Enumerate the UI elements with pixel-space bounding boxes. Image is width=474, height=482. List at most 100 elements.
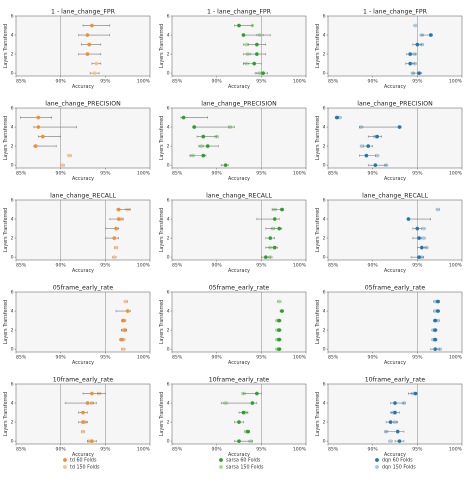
data-point: [67, 153, 72, 158]
data-point: [277, 328, 282, 332]
legend-label: td 150 Folds: [70, 465, 100, 471]
panel-title: 05frame_early_rate: [365, 285, 426, 292]
x-axis-label: Accuracy: [72, 176, 94, 182]
panel-2: 1 - lane_change_FPR 85% 90% 95% 100% 0 2 4 6 Accu…: [159, 9, 307, 91]
x-tick-label: 100%: [137, 446, 151, 452]
data-point: [277, 299, 282, 304]
panel-title: 10frame_early_rate: [53, 377, 114, 384]
x-tick-label: 85%: [172, 354, 183, 360]
legend-label: td 60 Folds: [70, 458, 97, 464]
data-point: [40, 134, 45, 139]
y-tick-label: 0: [323, 255, 326, 261]
series-60-folds: [334, 115, 402, 167]
y-tick-label: 0: [11, 347, 14, 353]
data-point: [415, 42, 420, 47]
legend-marker: [63, 465, 67, 469]
x-tick-label: 95%: [100, 354, 111, 360]
x-axis-label: Accuracy: [72, 360, 94, 366]
y-tick-label: 0: [167, 255, 170, 261]
x-axis-label: Accuracy: [228, 360, 250, 366]
data-point: [237, 439, 241, 443]
panel-13: 10frame_early_rate 85% 90% 95% 100% 0 2 4 6 Accur…: [3, 377, 151, 459]
y-tick-label: 0: [167, 71, 170, 77]
legend-marker: [219, 458, 223, 462]
data-point: [81, 429, 85, 434]
panel-title: lane_change_PRECISION: [45, 101, 121, 108]
legend-marker: [375, 458, 379, 462]
data-point: [436, 309, 440, 313]
x-tick-label: 95%: [100, 170, 111, 176]
data-point: [201, 153, 206, 158]
series-60-folds: [20, 115, 77, 148]
panel-8: lane_change_RECALL 85% 90% 95% 100% 0 2 4 6 Accur…: [159, 193, 307, 275]
x-tick-label: 100%: [449, 354, 463, 360]
y-tick-label: 2: [11, 144, 14, 150]
series-60-folds: [115, 309, 131, 342]
x-tick-label: 100%: [137, 170, 151, 176]
x-tick-label: 85%: [328, 354, 339, 360]
x-tick-label: 85%: [16, 170, 27, 176]
x-axis-label: Accuracy: [384, 268, 406, 274]
x-tick-label: 95%: [256, 354, 267, 360]
data-point: [81, 420, 85, 424]
y-axis-label: Layers Transferred: [315, 392, 321, 436]
data-point: [413, 391, 418, 396]
series-60-folds: [277, 309, 284, 351]
y-tick-label: 6: [11, 198, 14, 204]
y-tick-label: 2: [167, 420, 170, 426]
y-tick-label: 6: [323, 382, 326, 388]
y-tick-label: 4: [323, 217, 326, 223]
data-point: [112, 236, 117, 240]
series-60-folds: [405, 33, 433, 75]
series-150-folds: [60, 153, 72, 167]
series-60-folds: [105, 207, 131, 240]
y-tick-label: 4: [11, 309, 14, 315]
y-tick-label: 4: [167, 125, 170, 131]
data-point: [406, 217, 411, 221]
plot-area: [171, 199, 307, 261]
data-point: [433, 328, 438, 332]
plot-area: [327, 107, 463, 169]
x-tick-label: 95%: [100, 446, 111, 452]
y-tick-label: 4: [11, 125, 14, 131]
x-tick-label: 100%: [449, 446, 463, 452]
y-axis-label: Layers Transferred: [159, 300, 165, 344]
panel-3: 1 - lane_change_FPR 85% 90% 95% 100% 0 2 4 6 Accu…: [315, 9, 463, 91]
legend-label: sarsa 150 Folds: [226, 465, 264, 471]
data-point: [85, 33, 90, 37]
x-tick-label: 90%: [368, 78, 379, 84]
series-150-folds: [419, 207, 440, 259]
data-point: [119, 337, 124, 342]
x-tick-label: 95%: [100, 78, 111, 84]
data-point: [408, 52, 413, 56]
series-60-folds: [180, 115, 235, 167]
data-point: [60, 163, 65, 167]
data-point: [272, 217, 277, 221]
data-point: [366, 144, 371, 148]
x-tick-label: 85%: [16, 354, 27, 360]
x-tick-label: 85%: [328, 446, 339, 452]
data-point: [116, 207, 121, 212]
series-150-folds: [89, 61, 102, 75]
panel-title: lane_change_RECALL: [206, 193, 272, 200]
panel-9: lane_change_RECALL 85% 90% 95% 100% 0 2 4 6 Accur…: [315, 193, 463, 275]
panel-11: 05frame_early_rate 85% 90% 95% 100% 0 2 4 6 Accur…: [159, 285, 307, 367]
data-point: [223, 163, 228, 167]
series-60-folds: [64, 391, 106, 443]
data-point: [393, 410, 397, 415]
data-point: [417, 71, 421, 75]
panel-6: lane_change_PRECISION 85% 90% 95% 100% 0 2 4 6 Ac…: [315, 101, 463, 183]
series-60-folds: [78, 23, 111, 56]
panel-10: 05frame_early_rate 85% 90% 95% 100% 0 2 4 6 Accur…: [3, 285, 151, 367]
x-tick-label: 90%: [368, 262, 379, 268]
y-tick-label: 2: [167, 144, 170, 150]
x-tick-label: 85%: [172, 170, 183, 176]
legend-label: dqn 150 Folds: [382, 465, 416, 471]
data-point: [413, 23, 418, 28]
y-tick-label: 2: [11, 420, 14, 426]
data-point: [421, 236, 426, 240]
data-point: [241, 33, 246, 37]
x-tick-label: 100%: [293, 354, 307, 360]
